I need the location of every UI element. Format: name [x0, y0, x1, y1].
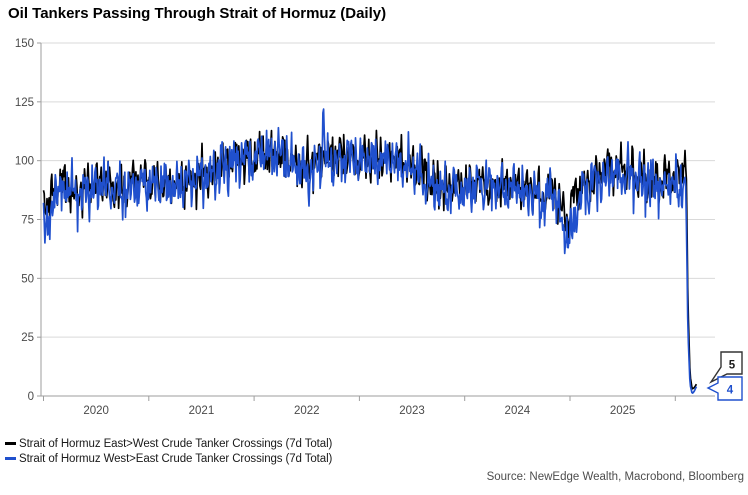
- legend-label-west-east: Strait of Hormuz West>East Crude Tanker …: [19, 452, 333, 465]
- callout-west-east-value: 4: [702, 374, 746, 404]
- legend-swatch-east-west-line: [5, 442, 16, 445]
- svg-text:25: 25: [21, 332, 34, 344]
- svg-text:100: 100: [15, 156, 34, 168]
- svg-text:150: 150: [15, 38, 34, 50]
- svg-text:2023: 2023: [399, 405, 425, 417]
- callout-east-west-value: 5: [696, 349, 744, 385]
- svg-text:2020: 2020: [83, 405, 109, 417]
- svg-text:2025: 2025: [610, 405, 636, 417]
- svg-text:2021: 2021: [189, 405, 215, 417]
- legend-swatch-west-east-line: [5, 457, 16, 460]
- svg-text:2024: 2024: [505, 405, 531, 417]
- svg-text:50: 50: [21, 273, 34, 285]
- callout-bubble-east-west: [708, 351, 743, 384]
- callout-label-east-west: 5: [729, 360, 736, 372]
- legend-item-east-west: Strait of Hormuz East>West Crude Tanker …: [5, 436, 332, 451]
- callout-bubble-west-east: [706, 376, 743, 401]
- legend: Strait of Hormuz East>West Crude Tanker …: [5, 436, 332, 466]
- legend-label-east-west: Strait of Hormuz East>West Crude Tanker …: [19, 437, 333, 450]
- svg-text:2022: 2022: [294, 405, 320, 417]
- source-credit: Source: NewEdge Wealth, Macrobond, Bloom…: [486, 471, 744, 483]
- chart-title: Oil Tankers Passing Through Strait of Ho…: [8, 5, 387, 22]
- svg-text:0: 0: [28, 391, 34, 403]
- svg-text:125: 125: [15, 97, 34, 109]
- callout-label-west-east: 4: [727, 385, 734, 397]
- legend-item-west-east: Strait of Hormuz West>East Crude Tanker …: [5, 451, 332, 466]
- svg-text:75: 75: [21, 215, 34, 227]
